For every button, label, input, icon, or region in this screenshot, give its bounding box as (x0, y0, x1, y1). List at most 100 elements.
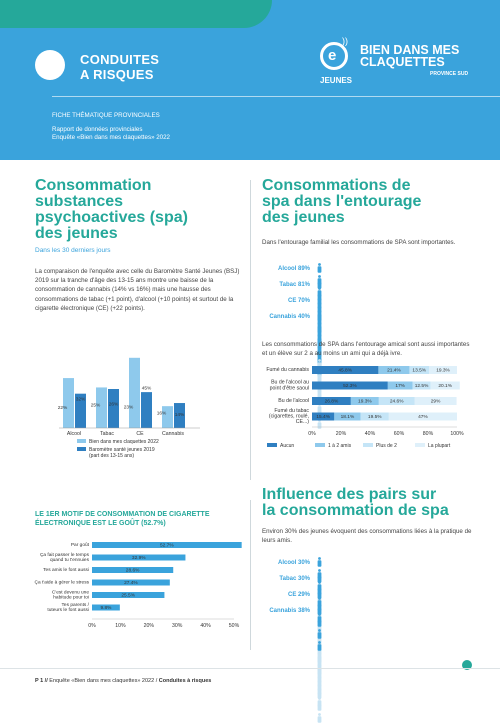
motif-xtick-1: 10% (115, 623, 126, 629)
section1-title-l4: des jeunes (35, 225, 118, 242)
peer-label: Cannabis 38% (269, 608, 310, 614)
stack-label-2-2: 24.6% (390, 399, 404, 405)
bar-tabac-2019 (108, 389, 119, 428)
family-label: Tabac 81% (279, 282, 310, 288)
stack-seg-0-3 (429, 366, 457, 374)
person-icon (317, 295, 322, 305)
person-icon (317, 323, 322, 333)
motif-bar-5 (92, 604, 120, 611)
motif-category-5: tuteurs le font aussi (47, 607, 89, 613)
motif-bar-chart: Par goût 52.7% Ça fait passer le tempsquan… (34, 542, 242, 629)
footer-divider (0, 668, 500, 669)
stack-category-1: point d'être saoul (270, 385, 309, 391)
x-tick-cannabis: Cannabis (162, 431, 184, 437)
motif-title-l1: LE 1ER MOTIF DE CONSOMMATION DE CIGARETT… (35, 511, 210, 518)
section1-title-l2: substances (35, 193, 124, 210)
info-line2: Rapport de données provinciales (52, 125, 143, 133)
stack-legend-label-1: 1 à 2 amis (328, 443, 352, 449)
stack-label-3-3: 47% (418, 414, 428, 420)
info-line3: Enquête «Bien dans mes claquettes» 2022 (52, 134, 170, 141)
stack-xtick-0: 0% (308, 431, 316, 437)
person-icon (317, 347, 322, 357)
stack-xtick-5: 100% (450, 431, 464, 437)
section4-title-l2: la consommation de spa (262, 502, 449, 519)
consumption-bar-chart: 22% 32% Alcool 25% 26% Tabac 23% 45% CE 16% 14% Can… (58, 357, 200, 459)
stack-seg-1-0 (312, 381, 388, 390)
section2-title: Consommations de spa dans l'entourage de… (262, 178, 421, 226)
bar-label-cannabis-a: 16% (157, 410, 167, 416)
stack-label-3-0: 15.4% (316, 414, 330, 420)
page-title-line2: A RISQUES (80, 67, 154, 82)
section1-title-l1: Consommation (35, 177, 152, 194)
stack-legend-swatch-0 (267, 443, 277, 447)
stack-label-1-3: 20.1% (438, 383, 452, 389)
logo-circle (320, 42, 348, 70)
peer-label: CE 29% (287, 592, 310, 598)
logo-text: BIEN DANS MES CLAQUETTES (360, 44, 459, 69)
person-icon (317, 335, 322, 345)
stack-category-3: CE...) (296, 419, 310, 425)
x-tick-alcool: Alcool (67, 431, 81, 437)
stack-seg-2-2 (378, 397, 415, 405)
bar-cannabis-2019 (174, 403, 185, 428)
person-icon (317, 629, 322, 639)
stack-seg-0-2 (409, 366, 430, 374)
bar-label-tabac-a: 25% (91, 403, 101, 409)
stack-seg-2-1 (350, 397, 379, 405)
section2-intro: Dans l'entourage familial les consommati… (262, 239, 456, 246)
stack-label-3-2: 19.5% (368, 414, 382, 420)
bar-alcool-2022 (63, 378, 74, 428)
stack-xtick-4: 80% (423, 431, 434, 437)
legend-swatch-2022 (77, 439, 86, 443)
stack-label-1-0: 52.3% (343, 383, 357, 389)
person-icon (317, 653, 322, 663)
stack-xtick-2: 40% (365, 431, 376, 437)
section1-subtitle: Dans les 30 derniers jours (35, 247, 111, 254)
bar-label-alcool-b: 32% (76, 397, 86, 403)
header-tab-decoration (0, 0, 272, 28)
stack-seg-2-0 (312, 397, 351, 405)
stack-label-2-1: 19.3% (358, 399, 372, 405)
motif-bar-0 (92, 542, 242, 548)
stack-category-3: Fumé du tabac (274, 408, 309, 414)
vertical-separator (250, 180, 251, 480)
motif-category-5: Tes parents / (62, 602, 90, 608)
info-line1: FICHE THÉMATIQUE PROVINCIALES (52, 112, 160, 119)
peer-label: Alcool 30% (277, 560, 310, 566)
person-icon (317, 573, 322, 583)
section2-title-l3: des jeunes (262, 209, 345, 226)
header-divider (52, 96, 500, 97)
section1-title: Consommation substances psychoactives (s… (35, 178, 188, 242)
stack-legend-swatch-3 (415, 443, 425, 447)
motif-category-4: C'est devenu une (52, 590, 90, 596)
section4-title-l1: Influence des pairs sur (262, 486, 437, 503)
motif-bar-label-5: 9.8% (100, 605, 112, 611)
section4-title: Influence des pairs sur la consommation … (262, 487, 449, 519)
motif-bar-label-0: 52.7% (160, 543, 174, 549)
stack-label-0-1: 21.4% (387, 368, 401, 374)
stack-seg-3-0 (312, 412, 335, 421)
motif-xtick-4: 40% (200, 623, 211, 629)
motif-category-1: Ça fait passer le temps (40, 552, 90, 558)
section1-paragraph: La comparaison de l'enquête avec celle d… (35, 268, 240, 312)
motif-xtick-5: 50% (229, 623, 240, 629)
section2-title-l1: Consommations de (262, 177, 411, 194)
motif-bar-1 (92, 554, 186, 561)
bar-label-ce-a: 23% (124, 404, 134, 410)
stack-seg-0-0 (312, 366, 379, 374)
footer-dot-decoration (462, 660, 472, 670)
header-banner: CONDUITES A RISQUES e )) BIEN DANS MES C… (0, 0, 500, 160)
x-tick-tabac: Tabac (100, 431, 114, 437)
section2-title-l2: spa dans l'entourage (262, 193, 422, 210)
logo: e )) BIEN DANS MES CLAQUETTES PROVINCE S… (320, 36, 500, 96)
person-icon (317, 617, 322, 627)
x-tick-ce: CE (136, 431, 144, 437)
motif-bar-2 (92, 567, 174, 573)
logo-letter: e (328, 47, 337, 64)
page-title-line1: CONDUITES (80, 52, 160, 67)
stack-seg-1-1 (387, 381, 413, 390)
person-icon (317, 311, 322, 321)
motif-xtick-3: 30% (172, 623, 183, 629)
motif-bar-label-4: 25.5% (121, 593, 135, 599)
friends-paragraph: Les consommations de SPA dans l'entourag… (262, 341, 470, 358)
